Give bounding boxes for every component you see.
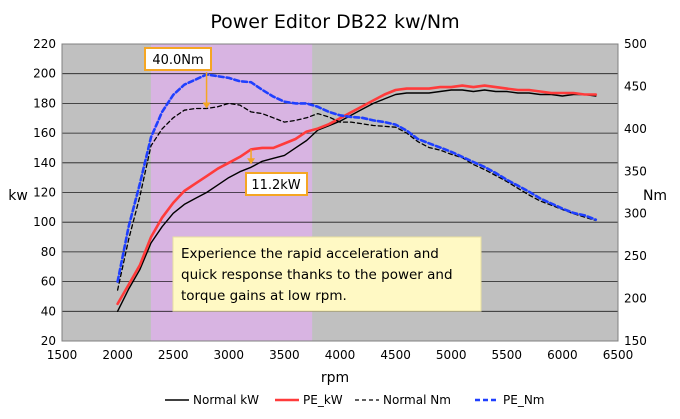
y-tick-label: 220 (33, 37, 56, 51)
x-tick-label: 6500 (603, 348, 634, 362)
y-tick-label: 200 (33, 67, 56, 81)
y2-tick-label: 400 (624, 122, 647, 136)
power-gain-box (245, 172, 308, 196)
legend: Normal kW PE_kW Normal Nm PE_Nm (165, 393, 544, 407)
y2-tick-label: 450 (624, 79, 647, 93)
x-tick-label: 1500 (47, 348, 78, 362)
x-tick-label: 4500 (380, 348, 411, 362)
callout-line: quick response thanks to the power and (181, 267, 453, 283)
y-tick-label: 20 (41, 334, 56, 348)
x-tick-label: 3500 (269, 348, 300, 362)
x-tick-label: 2500 (158, 348, 189, 362)
torque-gain-box (144, 47, 212, 71)
y-tick-label: 80 (41, 245, 56, 259)
y-tick-label: 160 (33, 126, 56, 140)
y-tick-label: 40 (41, 304, 56, 318)
x-axis-label: rpm (321, 370, 349, 386)
y2-tick-label: 350 (624, 164, 647, 178)
y2-tick-label: 150 (624, 334, 647, 348)
y-axis-label: kw (8, 188, 28, 204)
power-gain-arrowhead (247, 158, 256, 165)
y-tick-label: 180 (33, 96, 56, 110)
plot-frame (61, 43, 619, 342)
torque-gain-arrowhead (202, 102, 211, 109)
legend-label: Normal kW (193, 393, 259, 407)
x-tick-label: 5500 (492, 348, 523, 362)
callout-line: Experience the rapid acceleration and (181, 246, 439, 262)
torque-gain-label: 40.0Nm (152, 53, 203, 68)
series-line-normal-nm (116, 102, 597, 291)
y2-tick-label: 500 (624, 37, 647, 51)
y2-tick-label: 200 (624, 292, 647, 306)
y-tick-label: 120 (33, 186, 56, 200)
x-tick-label: 5000 (436, 348, 467, 362)
legend-label: PE_kW (303, 393, 343, 407)
legend-label: Normal Nm (383, 393, 451, 407)
y-tick-label: 60 (41, 275, 56, 289)
x-tick-label: 4000 (325, 348, 356, 362)
y2-tick-label: 250 (624, 249, 647, 263)
callout-box (172, 236, 482, 312)
series-line-pe-nm (116, 73, 598, 283)
legend-label: PE_Nm (503, 393, 544, 407)
series-line-normal-kw (116, 89, 597, 312)
x-tick-label: 2000 (102, 348, 133, 362)
series-line-pe-kw (116, 84, 598, 306)
y2-tick-label: 300 (624, 207, 647, 221)
callout-line: torque gains at low rpm. (181, 288, 347, 304)
power-gain-label: 11.2kW (251, 178, 300, 193)
y2-axis-label: Nm (643, 188, 667, 204)
y-tick-label: 140 (33, 156, 56, 170)
x-tick-label: 3000 (214, 348, 245, 362)
chart-title: Power Editor DB22 kw/Nm (210, 11, 459, 33)
y-tick-label: 100 (33, 215, 56, 229)
x-tick-label: 6000 (547, 348, 578, 362)
